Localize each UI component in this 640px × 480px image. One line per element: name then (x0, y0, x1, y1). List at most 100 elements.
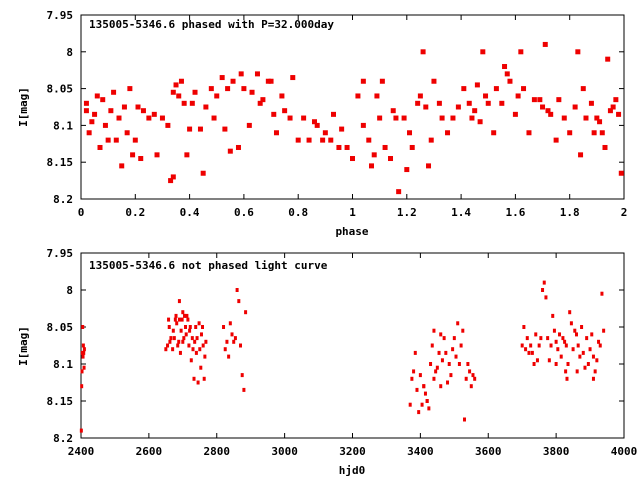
data-point (222, 325, 226, 329)
data-point (575, 49, 581, 55)
data-point (607, 108, 613, 114)
data-point (242, 387, 246, 392)
data-point (181, 100, 187, 106)
data-point (563, 339, 567, 344)
x-tick-label: 1 (349, 206, 356, 219)
x-tick-label: 2600 (136, 445, 163, 458)
data-point (89, 119, 95, 125)
data-point (81, 354, 85, 359)
data-point (279, 93, 285, 99)
data-point (175, 321, 179, 326)
data-point (474, 82, 480, 88)
data-point (227, 148, 233, 154)
data-point (404, 167, 410, 173)
x-axis-label: hjd0 (339, 464, 366, 477)
data-point (583, 115, 589, 121)
data-point (108, 108, 114, 114)
data-point (504, 71, 510, 77)
data-point (189, 100, 195, 106)
y-tick-label: 8.1 (53, 119, 73, 132)
data-point (512, 111, 518, 117)
data-point (235, 288, 239, 292)
x-tick-label: 0.2 (125, 206, 145, 219)
data-point (580, 325, 584, 329)
data-point (186, 317, 190, 322)
data-point (602, 328, 606, 333)
data-point (366, 137, 372, 143)
data-point (413, 350, 417, 355)
data-point (575, 369, 579, 374)
y-axis-label: I[mag] (17, 87, 30, 127)
data-point (457, 362, 461, 366)
data-point (230, 332, 234, 337)
data-point (561, 336, 565, 341)
data-point (187, 343, 191, 348)
data-points (79, 280, 606, 433)
data-point (208, 86, 214, 92)
data-point (177, 317, 181, 322)
data-point (551, 313, 555, 318)
data-point (559, 354, 563, 359)
data-point (428, 137, 434, 143)
data-point (271, 111, 277, 117)
data-point (165, 122, 171, 128)
data-point (174, 313, 178, 318)
y-tick-label: 8.05 (47, 321, 74, 334)
data-point (200, 170, 206, 176)
data-point (521, 86, 527, 92)
x-tick-label: 1.4 (451, 206, 471, 219)
data-point (257, 100, 263, 106)
data-point (396, 189, 402, 195)
data-point (572, 104, 578, 110)
data-point (287, 115, 293, 121)
data-point (548, 111, 554, 117)
data-point (222, 126, 228, 132)
data-point (306, 137, 312, 143)
data-point (526, 130, 532, 136)
data-point (408, 402, 412, 407)
data-point (379, 78, 385, 84)
data-point (82, 365, 86, 370)
data-point (585, 336, 589, 341)
x-tick-label: 0.8 (288, 206, 308, 219)
data-point (176, 343, 180, 348)
data-point (618, 170, 624, 176)
data-point (586, 362, 590, 366)
data-point (595, 358, 599, 363)
x-tick-label: 1.2 (397, 206, 417, 219)
data-point (121, 104, 127, 110)
unphased-light-curve-panel: 135005-5346.6 not phased light curve hjd… (17, 247, 637, 477)
data-point (471, 373, 475, 378)
data-point (537, 343, 541, 348)
y-tick-label: 8.15 (47, 395, 74, 408)
data-point (194, 350, 198, 355)
data-point (423, 391, 427, 396)
data-point (491, 130, 497, 136)
data-point (390, 108, 396, 114)
data-point (290, 75, 296, 81)
data-point (188, 325, 192, 329)
data-point (176, 93, 182, 99)
data-point (164, 347, 168, 352)
data-point (564, 369, 568, 374)
data-point (130, 152, 136, 158)
data-point (232, 339, 236, 344)
data-point (573, 328, 577, 333)
data-point (502, 64, 508, 70)
y-tick-label: 8 (66, 284, 73, 297)
data-point (591, 376, 595, 381)
data-point (569, 321, 573, 326)
x-tick-label: 3800 (543, 445, 570, 458)
data-point (537, 97, 543, 103)
x-tick-label: 3000 (271, 445, 298, 458)
data-point (138, 156, 144, 162)
data-point (168, 178, 174, 184)
data-point (566, 362, 570, 366)
data-point (524, 347, 528, 352)
data-point (146, 115, 152, 121)
data-point (547, 358, 551, 363)
data-point (260, 97, 266, 103)
data-point (534, 332, 538, 337)
data-point (493, 86, 499, 92)
